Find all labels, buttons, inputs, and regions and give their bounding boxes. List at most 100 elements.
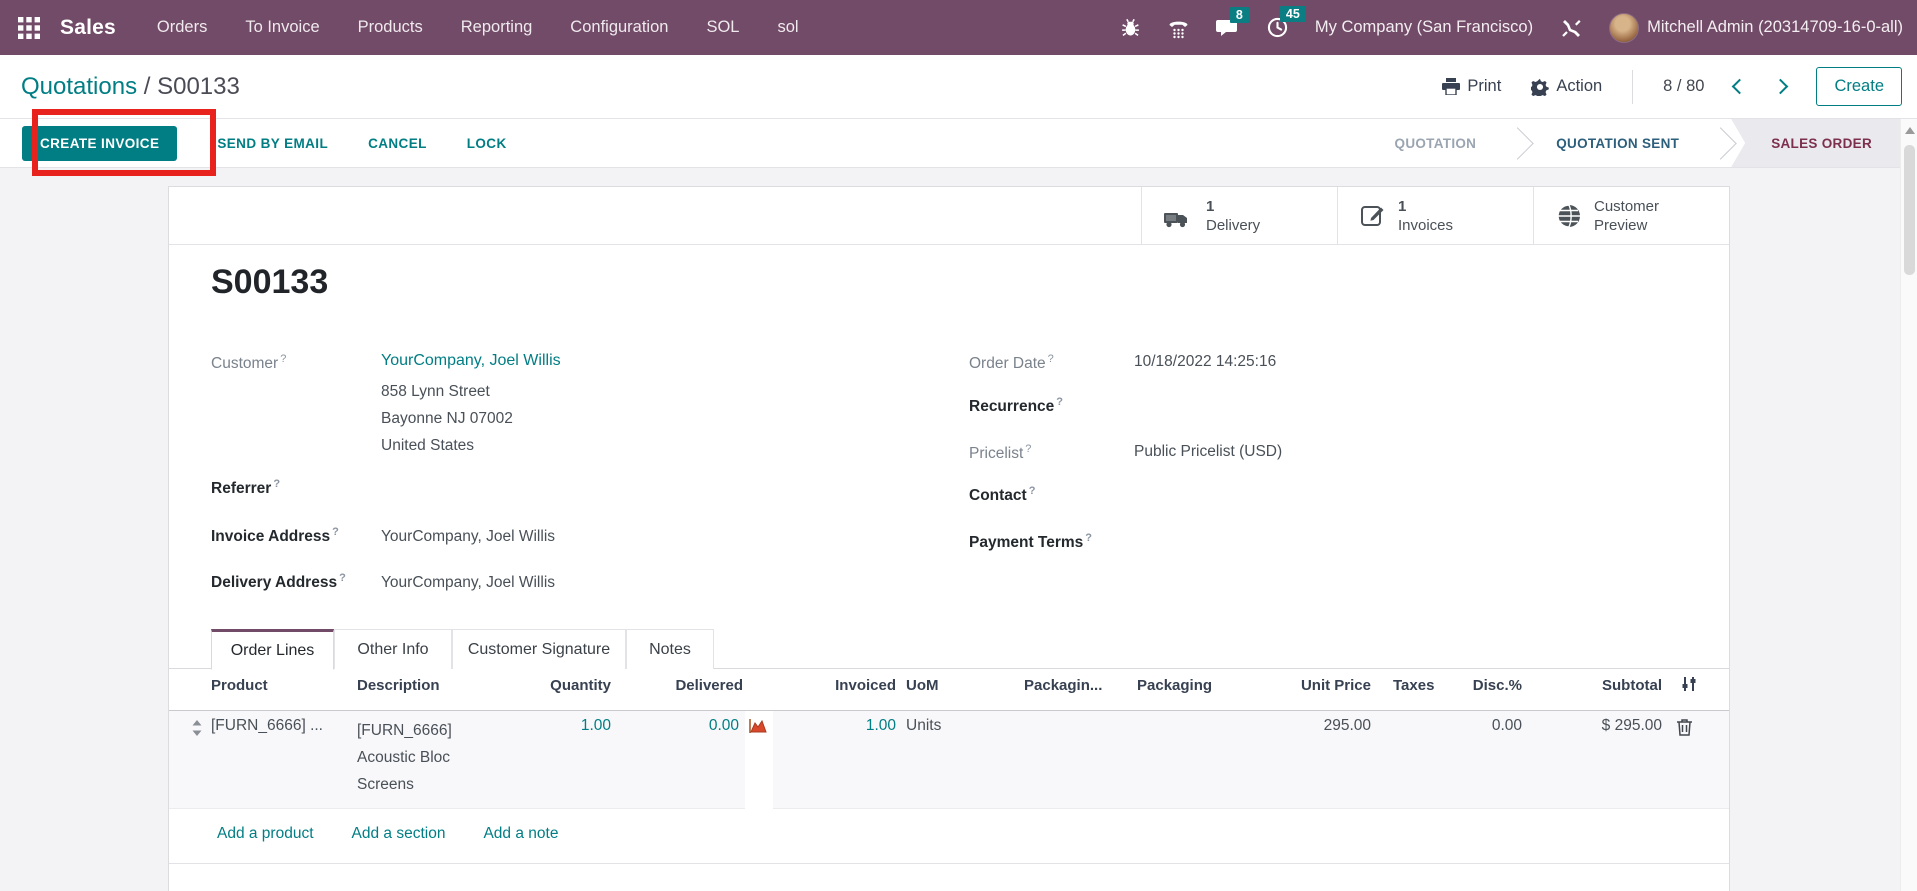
- add-product-link[interactable]: Add a product: [217, 825, 314, 842]
- tools-icon[interactable]: [1559, 16, 1583, 40]
- delivery-smart-button[interactable]: 1 Delivery: [1141, 187, 1337, 244]
- tab-notes[interactable]: Notes: [626, 629, 714, 669]
- tabs-divider: [169, 668, 1729, 669]
- delete-line-icon[interactable]: [1676, 718, 1693, 736]
- customer-address-line: Bayonne NJ 07002: [381, 410, 513, 427]
- action-bar: CREATE INVOICE SEND BY EMAIL CANCEL LOCK…: [0, 109, 1917, 176]
- action-button[interactable]: Action: [1531, 77, 1602, 96]
- row-disc[interactable]: 0.00: [1491, 717, 1522, 734]
- cancel-button[interactable]: CANCEL: [368, 126, 427, 161]
- content-area: 1 Delivery 1 Invoices Cu: [0, 168, 1917, 891]
- menu-orders[interactable]: Orders: [156, 18, 208, 36]
- company-switcher[interactable]: My Company (San Francisco): [1314, 18, 1534, 36]
- row-uom[interactable]: Units: [906, 717, 942, 734]
- menu-configuration[interactable]: Configuration: [570, 18, 669, 36]
- invoices-smart-button[interactable]: 1 Invoices: [1337, 187, 1533, 244]
- pager-previous-icon[interactable]: [1732, 78, 1748, 95]
- delivery-address-label: Delivery Address?: [211, 572, 346, 592]
- row-product[interactable]: [FURN_6666] ...: [211, 717, 323, 734]
- menu-products[interactable]: Products: [357, 18, 423, 36]
- col-delivered[interactable]: Delivered: [675, 677, 743, 694]
- globe-icon: [1557, 203, 1580, 228]
- menu-reporting[interactable]: Reporting: [460, 18, 533, 36]
- pager-next-icon[interactable]: [1773, 78, 1789, 95]
- menu-sol[interactable]: SOL: [706, 18, 740, 36]
- col-description[interactable]: Description: [357, 677, 440, 694]
- lock-button[interactable]: LOCK: [467, 126, 507, 161]
- col-taxes[interactable]: Taxes: [1393, 677, 1435, 694]
- col-subtotal[interactable]: Subtotal: [1602, 677, 1662, 694]
- menu-to-invoice[interactable]: To Invoice: [245, 18, 320, 36]
- messages-icon[interactable]: 8: [1215, 6, 1249, 39]
- invoice-address-value[interactable]: YourCompany, Joel Willis: [381, 528, 556, 545]
- payment-terms-label: Payment Terms?: [969, 532, 1093, 552]
- delivery-label: Delivery: [1206, 216, 1261, 234]
- create-button[interactable]: Create: [1816, 67, 1902, 106]
- row-drag-handle-icon[interactable]: [191, 720, 203, 736]
- create-invoice-button[interactable]: CREATE INVOICE: [22, 126, 178, 161]
- order-title[interactable]: S00133: [211, 263, 329, 301]
- tab-customer-signature[interactable]: Customer Signature: [452, 629, 626, 669]
- row-quantity[interactable]: 1.00: [580, 717, 611, 734]
- invoices-count: 1: [1398, 197, 1407, 215]
- breadcrumb: Quotations / S00133: [0, 73, 240, 101]
- help-icon: ?: [280, 353, 287, 365]
- col-uom[interactable]: UoM: [906, 677, 939, 694]
- col-invoiced[interactable]: Invoiced: [835, 677, 896, 694]
- col-product[interactable]: Product: [211, 677, 268, 694]
- apps-grid-icon[interactable]: [12, 11, 46, 45]
- scroll-up-icon[interactable]: [1905, 127, 1915, 134]
- breadcrumb-quotations[interactable]: Quotations: [21, 72, 138, 100]
- row-description-line[interactable]: Screens: [357, 776, 414, 793]
- notebook-tabs: Order Lines Other Info Customer Signatur…: [211, 629, 714, 670]
- order-line-row[interactable]: [169, 711, 1729, 809]
- row-description-line[interactable]: Acoustic Bloc: [357, 749, 451, 766]
- status-quotation[interactable]: QUOTATION: [1394, 135, 1477, 151]
- delivery-address-value[interactable]: YourCompany, Joel Willis: [381, 574, 556, 591]
- user-avatar: [1609, 12, 1640, 43]
- forecast-chart-icon[interactable]: [749, 718, 769, 734]
- divider: [1632, 69, 1634, 104]
- optional-columns-icon[interactable]: [1679, 674, 1699, 694]
- send-by-email-button[interactable]: SEND BY EMAIL: [217, 126, 328, 161]
- messages-badge: 8: [1229, 6, 1249, 23]
- help-icon: ?: [1028, 485, 1036, 497]
- bug-icon[interactable]: [1120, 17, 1141, 38]
- row-subtotal: $ 295.00: [1601, 717, 1662, 734]
- scrollbar-thumb[interactable]: [1904, 145, 1915, 275]
- row-delivered[interactable]: 0.00: [708, 717, 739, 734]
- voip-phone-icon[interactable]: [1167, 17, 1190, 39]
- row-invoiced[interactable]: 1.00: [865, 717, 896, 734]
- tab-other-info[interactable]: Other Info: [334, 629, 452, 669]
- status-quotation-sent[interactable]: QUOTATION SENT: [1556, 135, 1680, 151]
- recurrence-label: Recurrence?: [969, 396, 1064, 416]
- statusbar: QUOTATION QUOTATION SENT SALES ORDER: [1367, 119, 1900, 167]
- printer-icon: [1442, 78, 1461, 95]
- col-packaging[interactable]: Packaging: [1137, 677, 1213, 694]
- add-note-link[interactable]: Add a note: [483, 825, 559, 842]
- vertical-scrollbar[interactable]: [1900, 119, 1917, 891]
- help-icon: ?: [1085, 532, 1093, 544]
- add-section-link[interactable]: Add a section: [351, 825, 446, 842]
- row-description-line[interactable]: [FURN_6666]: [357, 722, 452, 739]
- referrer-label: Referrer?: [211, 478, 281, 498]
- col-unit-price[interactable]: Unit Price: [1300, 677, 1371, 694]
- tab-order-lines[interactable]: Order Lines: [211, 629, 334, 670]
- control-panel: Quotations / S00133 Print Action 8 / 80: [0, 55, 1917, 119]
- col-quantity[interactable]: Quantity: [550, 677, 611, 694]
- menu-sol-lower[interactable]: sol: [777, 18, 799, 36]
- user-name: Mitchell Admin (20314709-16-0-all): [1647, 18, 1903, 36]
- invoice-address-label: Invoice Address?: [211, 526, 339, 546]
- activities-clock-icon[interactable]: 45: [1266, 6, 1306, 39]
- customer-value[interactable]: YourCompany, Joel Willis: [381, 352, 561, 369]
- print-button[interactable]: Print: [1442, 77, 1501, 96]
- col-disc[interactable]: Disc.%: [1472, 677, 1522, 694]
- app-title[interactable]: Sales: [60, 15, 116, 39]
- gear-icon: [1531, 78, 1550, 96]
- user-menu[interactable]: Mitchell Admin (20314709-16-0-all): [1609, 12, 1903, 43]
- customer-preview-smart-button[interactable]: Customer Preview: [1533, 187, 1729, 244]
- invoices-label: Invoices: [1398, 216, 1454, 234]
- col-packaging-qty[interactable]: Packagin...: [1024, 677, 1103, 694]
- row-unit-price[interactable]: 295.00: [1323, 717, 1371, 734]
- status-sales-order[interactable]: SALES ORDER: [1731, 119, 1900, 167]
